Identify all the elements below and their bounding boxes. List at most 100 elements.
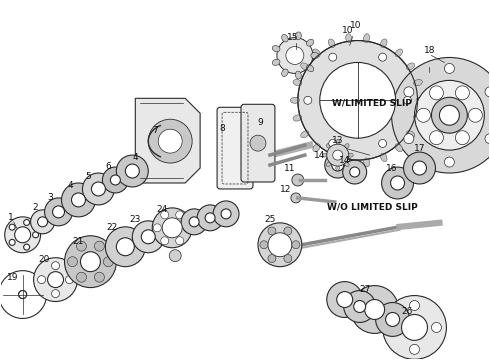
Text: 6: 6 xyxy=(105,162,111,171)
Text: 20: 20 xyxy=(38,255,49,264)
Circle shape xyxy=(76,241,86,251)
Circle shape xyxy=(343,160,367,184)
Circle shape xyxy=(258,223,302,267)
Text: W/O LIMITED SLIP: W/O LIMITED SLIP xyxy=(327,202,417,211)
Circle shape xyxy=(354,301,366,312)
Circle shape xyxy=(260,241,268,249)
Ellipse shape xyxy=(291,97,299,103)
Circle shape xyxy=(38,217,48,227)
Circle shape xyxy=(404,87,414,97)
Circle shape xyxy=(148,119,192,163)
Circle shape xyxy=(15,227,30,243)
Circle shape xyxy=(19,291,26,298)
Circle shape xyxy=(286,46,304,64)
Text: 7: 7 xyxy=(152,126,158,135)
Circle shape xyxy=(52,206,65,218)
Circle shape xyxy=(268,255,276,262)
Circle shape xyxy=(416,108,431,122)
Circle shape xyxy=(51,262,59,270)
Circle shape xyxy=(386,312,399,327)
Circle shape xyxy=(19,291,26,298)
Text: 23: 23 xyxy=(130,215,141,224)
Circle shape xyxy=(429,131,443,145)
Circle shape xyxy=(24,220,29,225)
Ellipse shape xyxy=(406,131,415,138)
Circle shape xyxy=(268,227,276,235)
Circle shape xyxy=(82,173,114,205)
Circle shape xyxy=(48,272,64,288)
Circle shape xyxy=(351,285,398,333)
Circle shape xyxy=(176,237,184,245)
Ellipse shape xyxy=(293,80,302,86)
FancyBboxPatch shape xyxy=(217,107,253,189)
Circle shape xyxy=(110,175,121,185)
Ellipse shape xyxy=(414,80,422,86)
Ellipse shape xyxy=(272,46,280,52)
Circle shape xyxy=(9,239,15,246)
Ellipse shape xyxy=(414,115,422,121)
Ellipse shape xyxy=(416,97,425,103)
Circle shape xyxy=(80,252,100,272)
Text: 1: 1 xyxy=(8,213,14,222)
Circle shape xyxy=(141,230,155,244)
Text: 27: 27 xyxy=(359,285,370,294)
Circle shape xyxy=(388,323,397,332)
Circle shape xyxy=(404,134,414,144)
Circle shape xyxy=(181,209,207,235)
Circle shape xyxy=(415,80,484,150)
Circle shape xyxy=(382,167,414,199)
Circle shape xyxy=(432,323,441,332)
Ellipse shape xyxy=(311,53,319,58)
Ellipse shape xyxy=(348,153,353,157)
Text: 3: 3 xyxy=(48,193,53,202)
Circle shape xyxy=(401,315,427,340)
Text: 4: 4 xyxy=(132,153,138,162)
Circle shape xyxy=(329,139,337,148)
Ellipse shape xyxy=(313,49,320,57)
Circle shape xyxy=(343,291,376,323)
Circle shape xyxy=(189,217,199,227)
Text: 9: 9 xyxy=(257,118,263,127)
Text: 12: 12 xyxy=(280,185,292,194)
Circle shape xyxy=(102,167,128,193)
Circle shape xyxy=(379,139,387,148)
Circle shape xyxy=(444,63,454,73)
Ellipse shape xyxy=(364,158,369,167)
Circle shape xyxy=(379,53,387,61)
Circle shape xyxy=(51,289,59,298)
Circle shape xyxy=(66,276,74,284)
Text: 13: 13 xyxy=(332,136,343,145)
Circle shape xyxy=(329,53,337,61)
Circle shape xyxy=(383,296,446,359)
Circle shape xyxy=(116,238,134,256)
Circle shape xyxy=(404,152,436,184)
Ellipse shape xyxy=(336,166,340,171)
Text: 16: 16 xyxy=(386,163,397,172)
Circle shape xyxy=(304,96,312,104)
Text: 14: 14 xyxy=(339,156,350,165)
Circle shape xyxy=(72,193,85,207)
Ellipse shape xyxy=(301,131,309,138)
Circle shape xyxy=(197,205,223,231)
Circle shape xyxy=(392,58,490,173)
Circle shape xyxy=(284,227,292,235)
Circle shape xyxy=(162,218,182,238)
Circle shape xyxy=(183,224,191,232)
Ellipse shape xyxy=(344,144,349,148)
Circle shape xyxy=(485,87,490,97)
Circle shape xyxy=(152,208,192,248)
Text: 21: 21 xyxy=(73,237,84,246)
Ellipse shape xyxy=(395,49,402,57)
Circle shape xyxy=(369,305,380,315)
Ellipse shape xyxy=(380,39,387,48)
Circle shape xyxy=(365,300,385,319)
Circle shape xyxy=(432,97,467,133)
Circle shape xyxy=(337,292,353,307)
Circle shape xyxy=(440,105,460,125)
Circle shape xyxy=(250,135,266,151)
Ellipse shape xyxy=(295,71,301,79)
Ellipse shape xyxy=(346,34,352,42)
Circle shape xyxy=(407,319,422,336)
Ellipse shape xyxy=(336,140,340,145)
Circle shape xyxy=(105,227,145,267)
